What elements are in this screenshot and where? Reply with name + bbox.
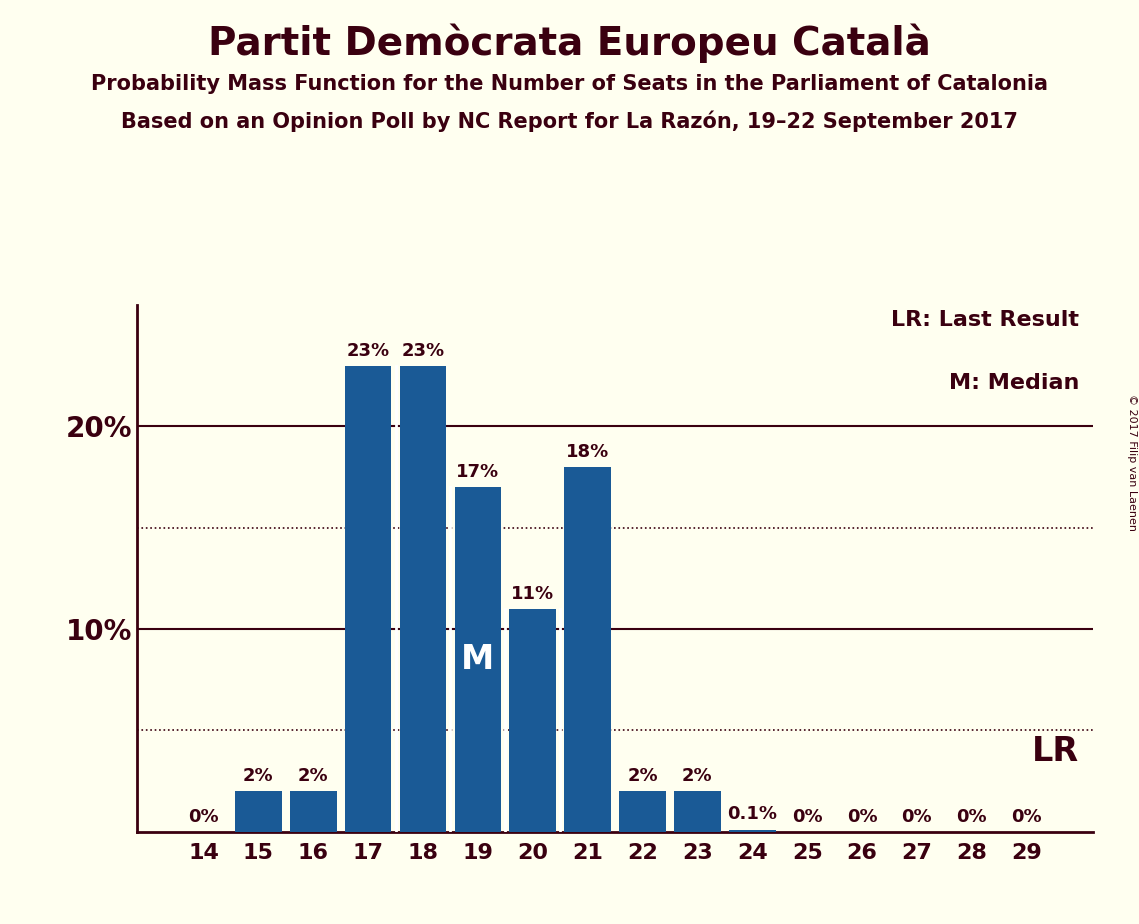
- Text: LR: LR: [1032, 736, 1079, 769]
- Text: 2%: 2%: [298, 767, 328, 785]
- Bar: [400, 366, 446, 832]
- Text: 0%: 0%: [1011, 808, 1042, 825]
- Text: 23%: 23%: [346, 342, 390, 359]
- Text: 2%: 2%: [628, 767, 658, 785]
- Text: 0%: 0%: [792, 808, 822, 825]
- Text: 0%: 0%: [957, 808, 988, 825]
- Bar: [674, 791, 721, 832]
- Text: M: Median: M: Median: [949, 373, 1079, 394]
- Text: 11%: 11%: [511, 585, 555, 602]
- Text: Partit Demòcrata Europeu Català: Partit Demòcrata Europeu Català: [208, 23, 931, 63]
- Bar: [620, 791, 666, 832]
- Text: 0%: 0%: [846, 808, 877, 825]
- Text: 0%: 0%: [188, 808, 219, 825]
- Bar: [290, 791, 336, 832]
- Text: 23%: 23%: [401, 342, 444, 359]
- Bar: [729, 830, 776, 832]
- Text: LR: Last Result: LR: Last Result: [891, 310, 1079, 330]
- Text: 0%: 0%: [902, 808, 932, 825]
- Bar: [454, 487, 501, 832]
- Bar: [564, 467, 611, 832]
- Text: Based on an Opinion Poll by NC Report for La Razón, 19–22 September 2017: Based on an Opinion Poll by NC Report fo…: [121, 111, 1018, 132]
- Text: Probability Mass Function for the Number of Seats in the Parliament of Catalonia: Probability Mass Function for the Number…: [91, 74, 1048, 94]
- Bar: [345, 366, 392, 832]
- Text: M: M: [461, 643, 494, 676]
- Text: 18%: 18%: [566, 443, 609, 461]
- Bar: [509, 609, 556, 832]
- Text: 0.1%: 0.1%: [727, 806, 777, 823]
- Text: © 2017 Filip van Laenen: © 2017 Filip van Laenen: [1126, 394, 1137, 530]
- Text: 17%: 17%: [457, 463, 499, 481]
- Bar: [235, 791, 281, 832]
- Text: 2%: 2%: [682, 767, 713, 785]
- Text: 2%: 2%: [243, 767, 273, 785]
